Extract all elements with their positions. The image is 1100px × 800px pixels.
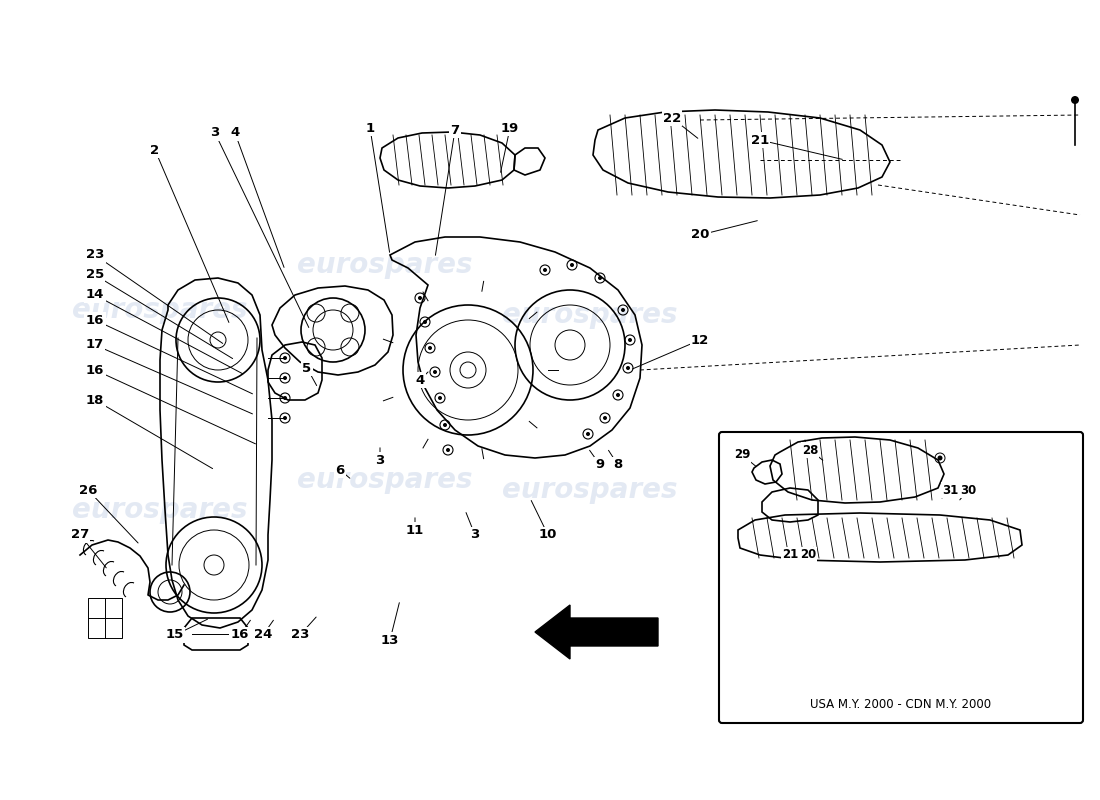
Text: 28: 28: [802, 443, 818, 457]
Text: 20: 20: [691, 229, 710, 242]
Text: eurospares: eurospares: [73, 496, 248, 524]
Circle shape: [626, 366, 630, 370]
Polygon shape: [535, 605, 658, 659]
Text: 5: 5: [302, 362, 311, 374]
Text: 8: 8: [614, 458, 623, 471]
Text: 27: 27: [70, 529, 89, 542]
Text: 23: 23: [86, 249, 104, 262]
Circle shape: [543, 268, 547, 272]
Text: 21: 21: [782, 549, 799, 562]
Circle shape: [446, 448, 450, 452]
Text: 26: 26: [79, 483, 97, 497]
Text: 29: 29: [734, 449, 750, 462]
Circle shape: [598, 276, 602, 280]
Text: 3: 3: [210, 126, 220, 139]
Circle shape: [438, 396, 442, 400]
Circle shape: [283, 416, 287, 420]
Text: 1: 1: [365, 122, 375, 134]
Text: 22: 22: [663, 111, 681, 125]
Text: 6: 6: [336, 463, 344, 477]
Text: eurospares: eurospares: [503, 476, 678, 504]
Text: 30: 30: [960, 483, 976, 497]
Circle shape: [628, 338, 632, 342]
Text: 3: 3: [375, 454, 385, 466]
Text: 23: 23: [290, 629, 309, 642]
Text: 2: 2: [151, 143, 160, 157]
Text: 31: 31: [942, 483, 958, 497]
Circle shape: [616, 393, 620, 397]
Circle shape: [621, 308, 625, 312]
Text: 17: 17: [86, 338, 104, 351]
Circle shape: [570, 263, 574, 267]
Text: 9: 9: [595, 458, 605, 471]
Text: 7: 7: [450, 123, 460, 137]
Text: 18: 18: [86, 394, 104, 406]
Circle shape: [283, 356, 287, 360]
Text: 13: 13: [381, 634, 399, 646]
Text: 19: 19: [500, 122, 519, 134]
Text: 4: 4: [416, 374, 425, 386]
Circle shape: [586, 432, 590, 436]
Circle shape: [443, 423, 447, 427]
Text: 11: 11: [406, 523, 425, 537]
Text: 12: 12: [691, 334, 710, 346]
Text: USA M.Y. 2000 - CDN M.Y. 2000: USA M.Y. 2000 - CDN M.Y. 2000: [811, 698, 991, 711]
Text: 14: 14: [86, 289, 104, 302]
Circle shape: [937, 455, 943, 461]
Circle shape: [283, 376, 287, 380]
Text: eurospares: eurospares: [503, 301, 678, 329]
Circle shape: [418, 296, 422, 300]
Text: 16: 16: [86, 314, 104, 326]
Text: 3: 3: [471, 529, 480, 542]
Circle shape: [603, 416, 607, 420]
Text: eurospares: eurospares: [73, 296, 248, 324]
Circle shape: [283, 396, 287, 400]
Text: 16: 16: [86, 363, 104, 377]
Text: 25: 25: [86, 269, 104, 282]
Text: 16: 16: [231, 629, 250, 642]
Circle shape: [433, 370, 437, 374]
Text: 4: 4: [230, 126, 240, 139]
Text: eurospares: eurospares: [297, 251, 473, 279]
Circle shape: [1071, 96, 1079, 104]
Text: 15: 15: [166, 629, 184, 642]
Text: 24: 24: [254, 629, 272, 642]
Text: 20: 20: [800, 549, 816, 562]
Circle shape: [424, 320, 427, 324]
Text: eurospares: eurospares: [297, 466, 473, 494]
Text: 21: 21: [751, 134, 769, 146]
Text: 10: 10: [539, 529, 558, 542]
Circle shape: [428, 346, 432, 350]
